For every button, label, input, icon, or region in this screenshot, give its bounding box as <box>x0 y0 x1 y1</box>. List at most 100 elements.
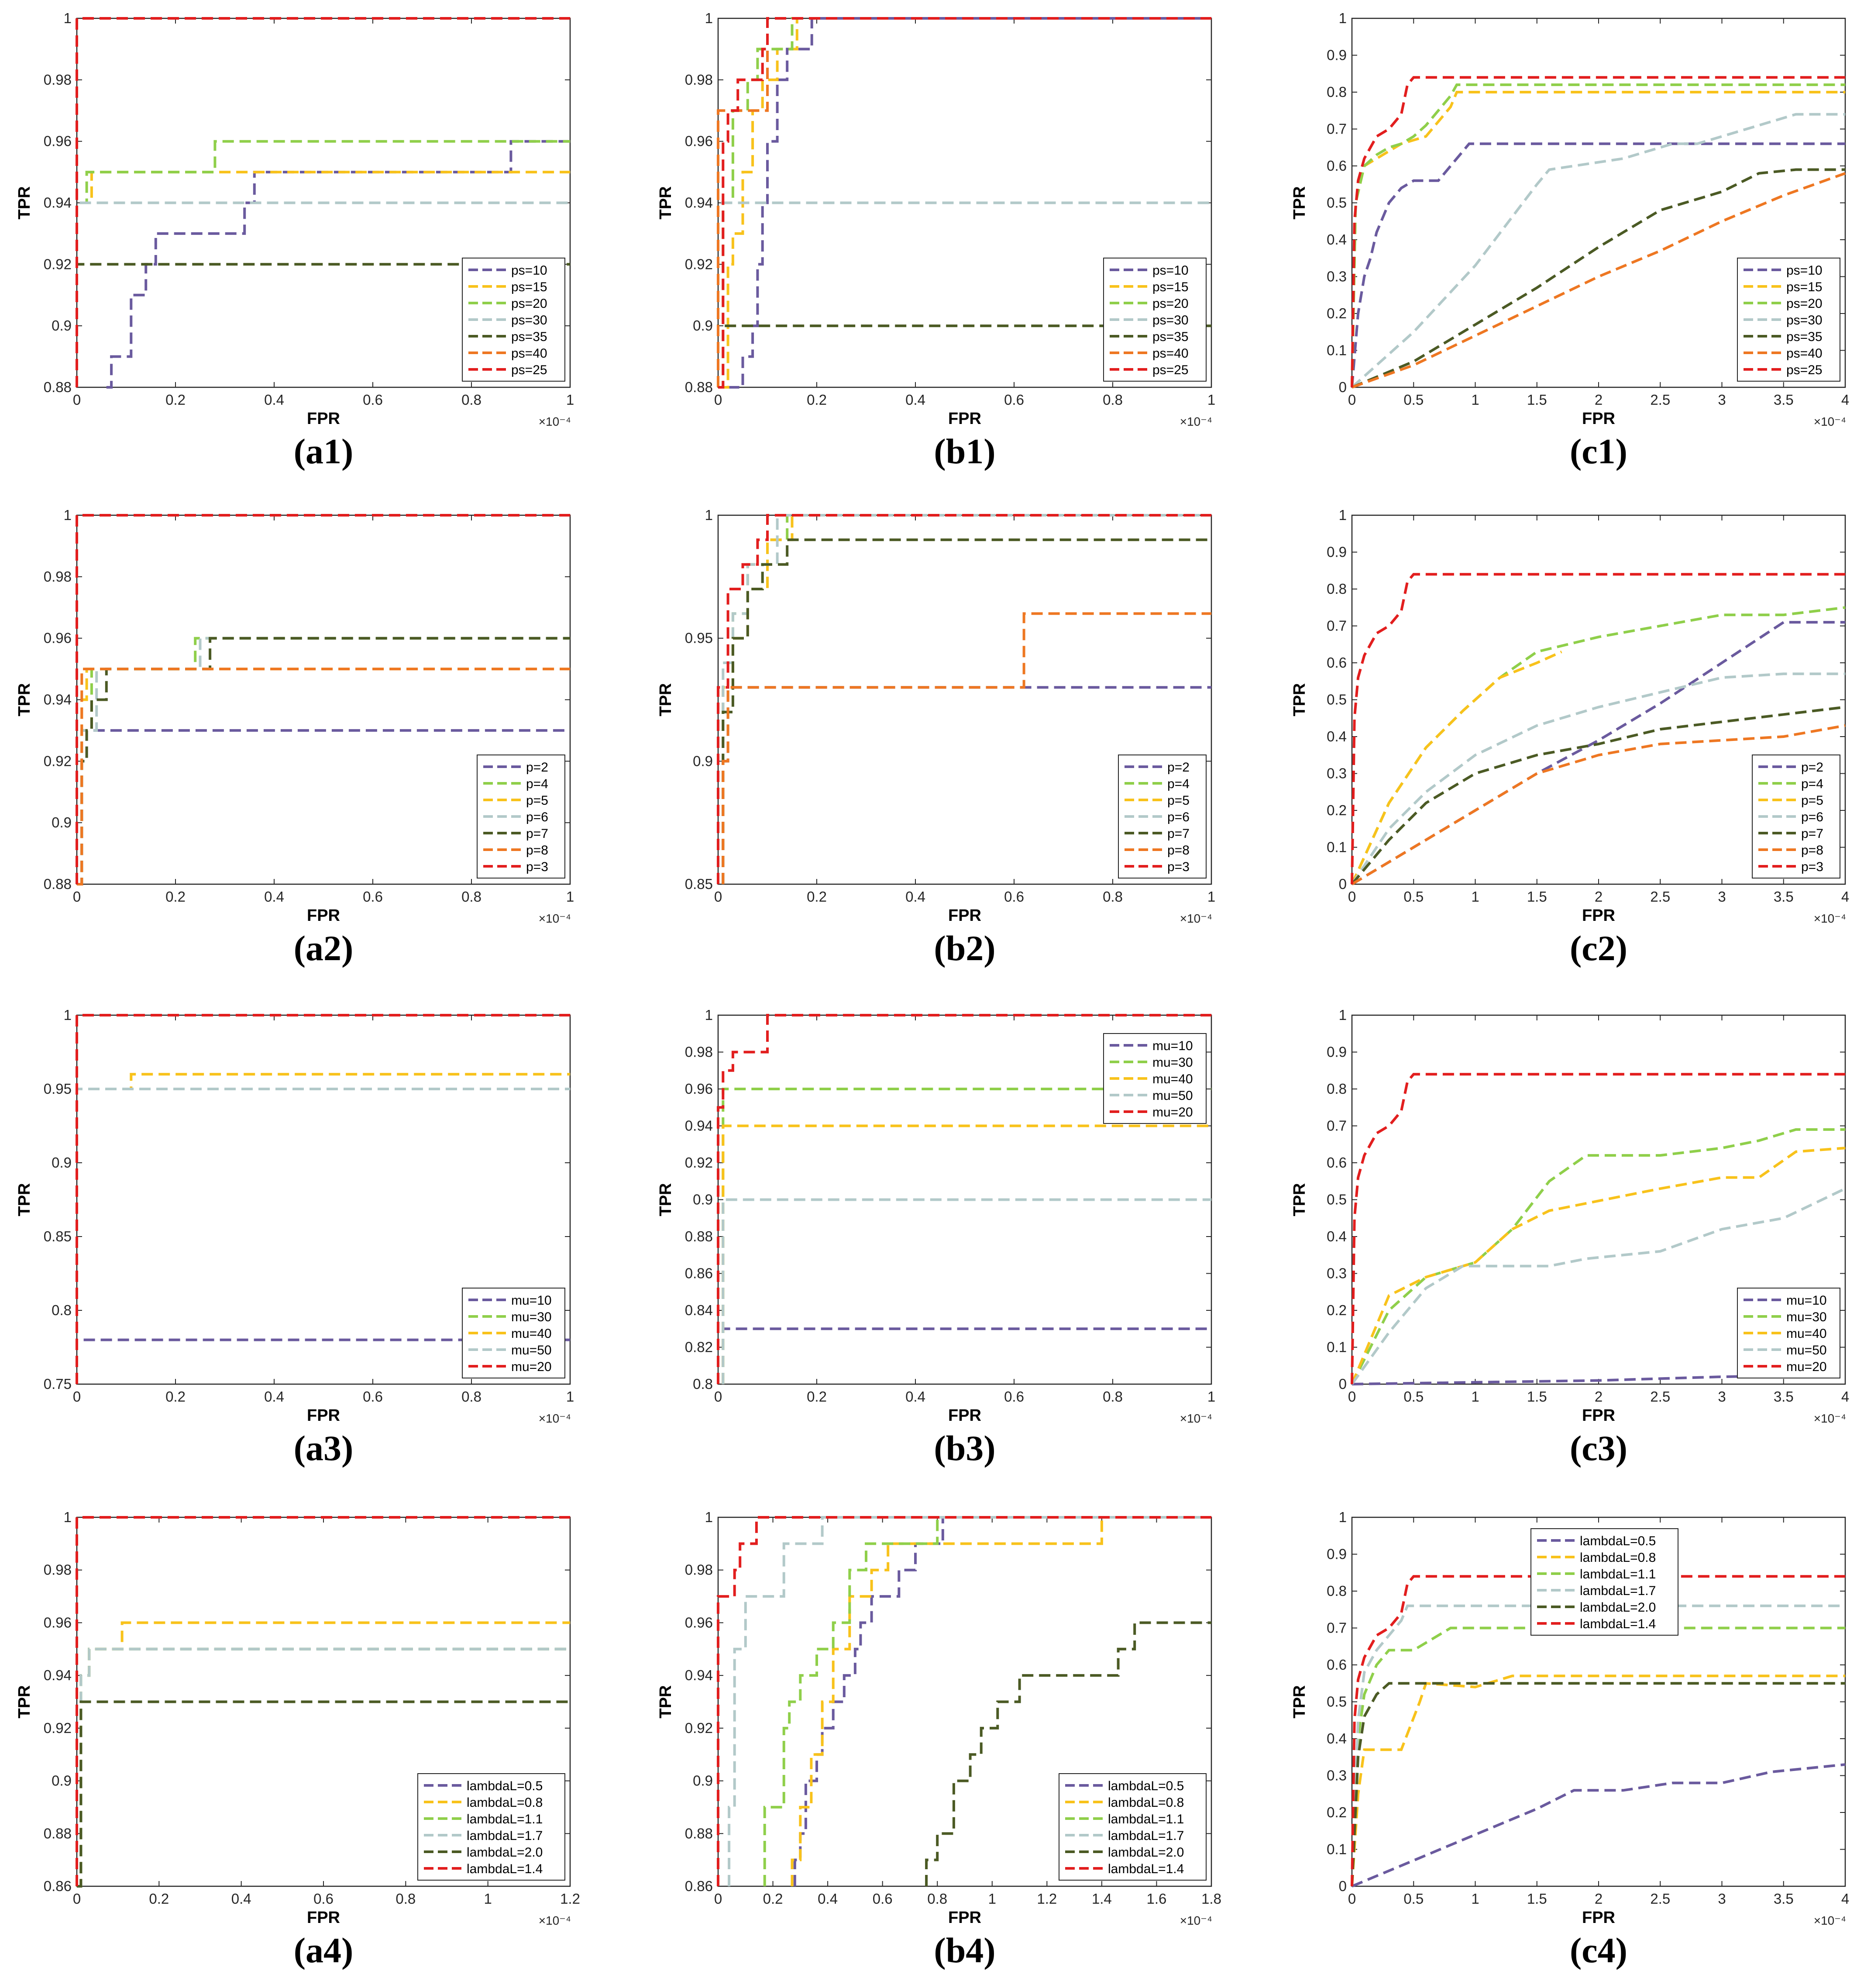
series-line-p=3 <box>717 514 1211 884</box>
y-tick-label: 0.4 <box>1327 1228 1347 1244</box>
legend-entry-label: lambdaL=2.0 <box>1580 1600 1656 1615</box>
y-tick-label: 0.8 <box>693 1376 713 1392</box>
series-line-ps=25 <box>718 17 1211 389</box>
chart-c4: 0 0.5 1 1.5 2 2.5 3 3.5 4 0 0.1 0.2 0.3 0.4 0.5 0.6 0.7 0… <box>1290 1509 1849 1927</box>
y-tick-label: 0.88 <box>44 379 72 395</box>
y-tick-label: 0.88 <box>685 1228 713 1244</box>
series-line-lambdaL=1.4 <box>717 1516 1211 1886</box>
legend-entry-label: ps=35 <box>1786 330 1823 344</box>
y-tick-label: 0.96 <box>44 1614 72 1630</box>
x-tick-label: 0.6 <box>1004 889 1024 905</box>
panel-caption: (a3) <box>293 1428 354 1468</box>
legend-entry-label: lambdaL=1.7 <box>1580 1584 1656 1598</box>
y-tick-label: 0.5 <box>1327 692 1347 708</box>
legend-entry-label: p=8 <box>526 843 548 858</box>
x-tick-label: 1 <box>1471 1891 1479 1907</box>
y-tick-label: 0.7 <box>1327 618 1347 634</box>
chart-c1: 0 0.5 1 1.5 2 2.5 3 3.5 4 0 0.1 0.2 0.3 0.4 0.5 0.6 0.7 0… <box>1290 10 1849 428</box>
x-tick-label: 2 <box>1595 1388 1603 1405</box>
legend-entry-label: ps=40 <box>511 346 547 361</box>
y-tick-label: 0.75 <box>44 1376 72 1392</box>
y-tick-label: 0.96 <box>44 630 72 646</box>
x-tick-label: 3 <box>1718 392 1726 408</box>
legend-entry-label: lambdaL=1.7 <box>1108 1829 1184 1843</box>
panel-caption: (a4) <box>293 1930 354 1970</box>
series-line-p=3 <box>76 514 570 884</box>
y-tick-label: 0.82 <box>685 1339 713 1355</box>
x-tick-label: 2 <box>1595 392 1603 408</box>
x-axis-label: FPR <box>307 410 340 428</box>
x-exponent-label: ×10⁻⁴ <box>1180 912 1212 925</box>
series-line-ps=20 <box>76 140 570 387</box>
x-tick-label: 4 <box>1841 1388 1849 1405</box>
x-tick-label: 0 <box>714 1891 722 1907</box>
y-axis-label: TPR <box>657 1685 675 1719</box>
x-tick-label: 2 <box>1595 889 1603 905</box>
y-tick-label: 0.8 <box>1327 1583 1347 1599</box>
x-tick-label: 0.8 <box>1103 392 1123 408</box>
x-tick-label: 0.4 <box>905 889 925 905</box>
x-tick-label: 1 <box>484 1891 492 1907</box>
series-line-mu=40 <box>1351 1147 1846 1385</box>
y-tick-label: 0.5 <box>1327 1192 1347 1208</box>
x-tick-label: 3.5 <box>1774 889 1794 905</box>
x-tick-label: 0.5 <box>1403 1388 1424 1405</box>
legend-entry-label: p=6 <box>526 810 548 824</box>
chart-a3: 0 0.2 0.4 0.6 0.8 1 0.75 0.8 0.85 0.9 0.95 1 FPR TPR ×… <box>15 1007 574 1425</box>
x-tick-label: 3 <box>1718 1891 1726 1907</box>
x-tick-label: 0.8 <box>461 392 481 408</box>
y-axis-label: TPR <box>1290 1183 1309 1216</box>
legend-entry-label: ps=30 <box>1152 313 1189 327</box>
legend-entry-label: lambdaL=1.4 <box>1580 1617 1656 1631</box>
x-tick-label: 0.5 <box>1403 889 1424 905</box>
legend-entry-label: ps=25 <box>1152 363 1189 377</box>
y-axis-label: TPR <box>657 186 675 220</box>
y-tick-label: 0.92 <box>44 1720 72 1736</box>
y-tick-label: 1 <box>1339 10 1347 26</box>
panel-caption: (b2) <box>934 928 996 968</box>
series-line-p=6 <box>77 637 570 885</box>
y-tick-label: 0.98 <box>44 568 72 585</box>
y-tick-label: 0 <box>1339 1376 1347 1392</box>
x-tick-label: 0 <box>73 1388 81 1405</box>
series-line-p=3 <box>1351 573 1845 885</box>
x-tick-label: 1.5 <box>1527 392 1547 408</box>
x-tick-label: 0.6 <box>1004 1388 1024 1405</box>
x-axis-label: FPR <box>307 1909 340 1927</box>
panel-caption: (b3) <box>934 1428 996 1468</box>
series-line-p=8 <box>77 668 570 885</box>
legend-entry-label: mu=50 <box>1786 1343 1827 1357</box>
y-axis-label: TPR <box>15 1183 34 1216</box>
legend-entry-label: lambdaL=1.1 <box>1580 1567 1656 1581</box>
x-tick-label: 0.2 <box>807 1388 827 1405</box>
legend-entry-label: lambdaL=2.0 <box>467 1845 543 1860</box>
x-tick-label: 0.8 <box>461 889 481 905</box>
series-line-p=7 <box>722 538 1211 884</box>
y-tick-label: 1 <box>64 10 72 26</box>
legend-entry-label: p=2 <box>1167 760 1190 775</box>
x-tick-label: 0.2 <box>807 889 827 905</box>
x-tick-label: 0.6 <box>313 1891 334 1907</box>
y-tick-label: 0.9 <box>52 1154 72 1171</box>
y-axis-label: TPR <box>657 683 675 717</box>
legend-entry-label: ps=15 <box>511 280 547 294</box>
x-tick-label: 2.5 <box>1650 1891 1670 1907</box>
series-line-mu=50 <box>1351 1187 1846 1385</box>
legend-entry-label: lambdaL=0.5 <box>1580 1534 1656 1548</box>
y-tick-label: 0.94 <box>685 1118 713 1134</box>
x-tick-label: 1.5 <box>1527 1388 1547 1405</box>
legend-box <box>462 258 565 382</box>
legend-entry-label: lambdaL=1.1 <box>1108 1812 1184 1826</box>
chart-b3: 0 0.2 0.4 0.6 0.8 1 0.8 0.82 0.84 0.86 0.88 0.9 0.92… <box>657 1007 1215 1425</box>
y-tick-label: 0.2 <box>1327 802 1347 818</box>
y-tick-label: 1 <box>64 1509 72 1525</box>
series-line-mu=20 <box>717 1014 1211 1384</box>
panel-caption: (a1) <box>293 431 354 471</box>
x-tick-label: 3.5 <box>1774 1891 1794 1907</box>
y-tick-label: 0.94 <box>44 195 72 211</box>
y-tick-label: 0 <box>1339 1878 1347 1894</box>
y-tick-label: 0.98 <box>685 1562 713 1578</box>
legend-entry-label: ps=20 <box>1786 296 1823 311</box>
y-axis-label: TPR <box>15 683 34 717</box>
